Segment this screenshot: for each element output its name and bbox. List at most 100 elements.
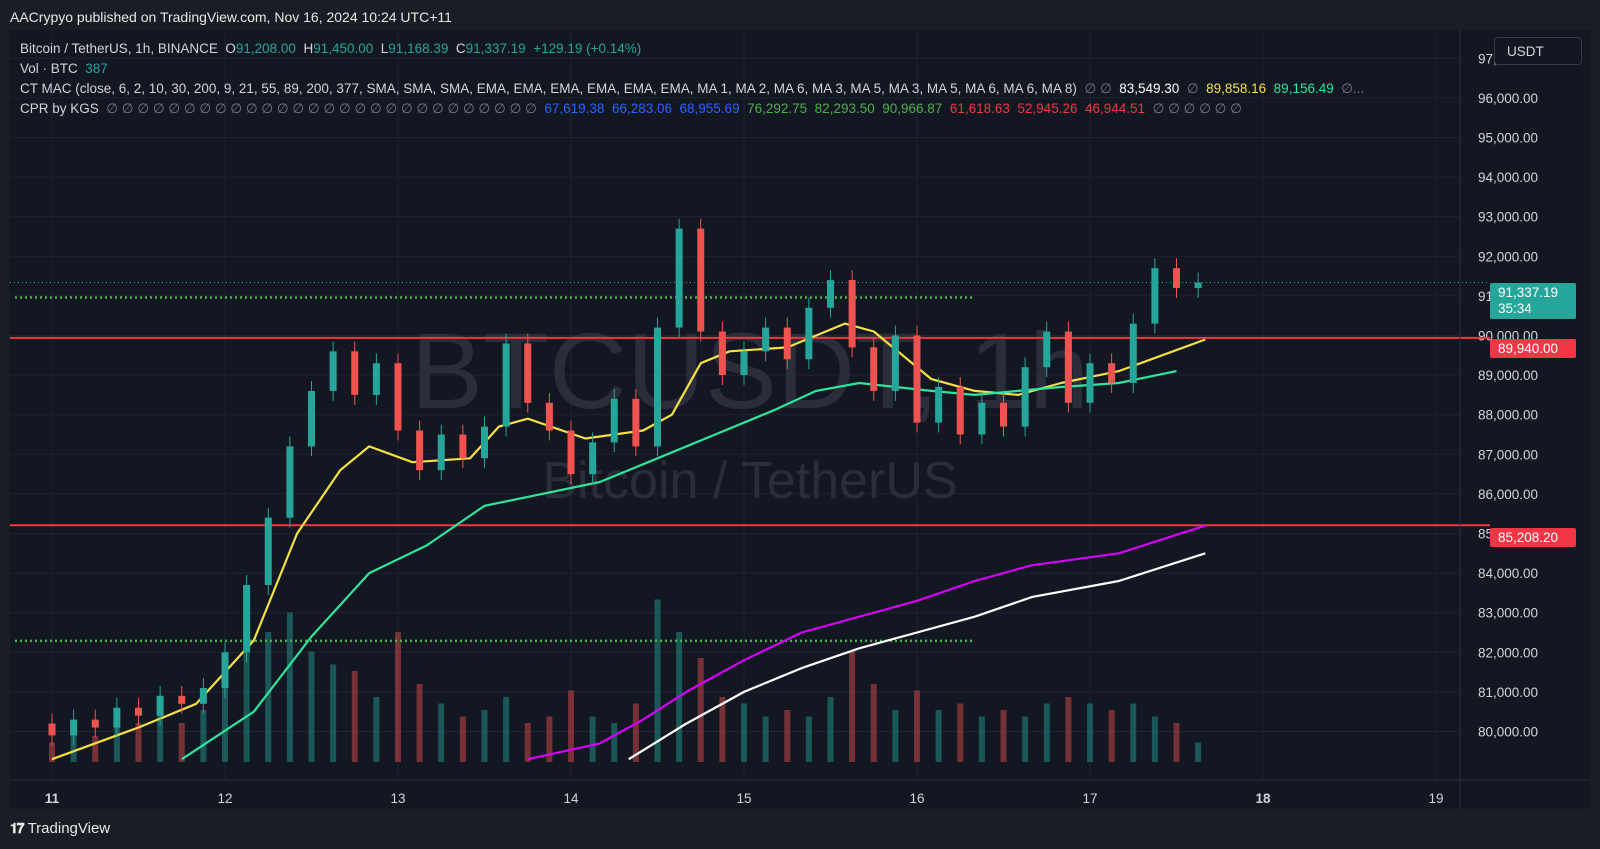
currency-button[interactable]: USDT bbox=[1494, 37, 1582, 65]
open-value: 91,208.00 bbox=[235, 41, 296, 56]
candle-body bbox=[567, 430, 575, 475]
volume-bar bbox=[92, 736, 99, 762]
volume-bar bbox=[589, 716, 596, 762]
candle bbox=[91, 709, 99, 738]
candle-body bbox=[740, 351, 748, 376]
ctmac-value-1: 83,549.30 bbox=[1119, 81, 1180, 96]
candle bbox=[1043, 321, 1051, 378]
candle-body bbox=[329, 351, 337, 391]
candle bbox=[178, 685, 186, 714]
candle-body bbox=[913, 335, 921, 423]
candle bbox=[697, 218, 705, 342]
symbol-legend[interactable]: Bitcoin / TetherUS, 1h, BINANCE O91,208.… bbox=[20, 41, 641, 56]
candle-body bbox=[286, 446, 294, 518]
candle bbox=[351, 341, 359, 405]
y-tick-label: 89,000.00 bbox=[1478, 368, 1538, 383]
candle-body bbox=[1151, 268, 1159, 324]
volume-bar bbox=[1173, 723, 1180, 762]
candle bbox=[1129, 313, 1137, 393]
candle-body bbox=[481, 426, 488, 459]
volume-bar bbox=[1043, 703, 1050, 762]
candle-body bbox=[372, 363, 380, 395]
moving-average-line bbox=[181, 370, 1177, 761]
y-tick-label: 86,000.00 bbox=[1478, 487, 1538, 502]
volume-bar bbox=[1195, 742, 1202, 762]
candle bbox=[437, 424, 445, 481]
volume-bar bbox=[351, 671, 358, 762]
volume-bar bbox=[373, 697, 380, 762]
candle bbox=[481, 416, 488, 469]
y-tick-label: 95,000.00 bbox=[1478, 131, 1538, 146]
volume-bar bbox=[935, 710, 942, 762]
candle bbox=[264, 507, 272, 595]
ctmac-na: ∅ ∅ bbox=[1084, 81, 1112, 96]
candle-body bbox=[394, 363, 402, 431]
volume-bar bbox=[395, 632, 401, 762]
candle bbox=[545, 392, 553, 441]
upper-line-tag: 89,940.00 bbox=[1490, 339, 1576, 358]
cpr-label[interactable]: CPR by KGS bbox=[20, 101, 99, 116]
volume-bar bbox=[719, 697, 726, 762]
candle bbox=[113, 697, 121, 738]
y-tick-label: 82,000.00 bbox=[1478, 645, 1538, 660]
candle-body bbox=[502, 343, 510, 427]
candle bbox=[783, 317, 791, 370]
open-key: O bbox=[225, 41, 236, 56]
volume-bar bbox=[805, 716, 812, 762]
cpr-legend[interactable]: CPR by KGS ∅ ∅ ∅ ∅ ∅ ∅ ∅ ∅ ∅ ∅ ∅ ∅ ∅ ∅ ∅… bbox=[20, 101, 1242, 117]
price-chart[interactable]: 11121314151617181997,000.0096,000.0095,0… bbox=[10, 30, 1590, 809]
candle bbox=[740, 341, 748, 385]
candle-body bbox=[654, 327, 661, 447]
volume-bar bbox=[870, 684, 877, 762]
volume-bar bbox=[849, 651, 856, 762]
candle bbox=[913, 325, 921, 433]
volume-bar bbox=[762, 716, 769, 762]
volume-bar bbox=[200, 710, 207, 762]
candle-body bbox=[632, 398, 640, 447]
volume-bar bbox=[892, 710, 899, 762]
ctmac-na-2: ∅ bbox=[1186, 81, 1199, 96]
volume-bar bbox=[546, 716, 553, 762]
volume-bar bbox=[524, 723, 531, 762]
candle bbox=[827, 270, 834, 318]
candle bbox=[199, 678, 207, 714]
candle bbox=[718, 321, 726, 385]
tradingview-footer[interactable]: 𝟏𝟕 TradingView bbox=[10, 820, 110, 837]
high-value: 91,450.00 bbox=[313, 41, 374, 56]
candle bbox=[675, 218, 683, 338]
volume-legend[interactable]: Vol · BTC 387 bbox=[20, 61, 108, 76]
cpr-red-2: 52,945.26 bbox=[1017, 101, 1078, 116]
volume-bar bbox=[113, 716, 120, 762]
volume-bar bbox=[481, 710, 488, 762]
last-price-tag: 91,337.19 35:34 bbox=[1490, 283, 1576, 319]
volume-bar bbox=[222, 677, 228, 762]
x-tick-label: 11 bbox=[45, 791, 60, 806]
ctmac-label[interactable]: CT MAC (close, 6, 2, 10, 30, 200, 9, 21,… bbox=[20, 81, 1077, 96]
volume-label[interactable]: Vol · BTC bbox=[20, 61, 78, 76]
candle-body bbox=[762, 327, 770, 352]
y-tick-label: 88,000.00 bbox=[1478, 408, 1538, 423]
bar-countdown: 35:34 bbox=[1498, 301, 1532, 316]
ctmac-legend[interactable]: CT MAC (close, 6, 2, 10, 30, 200, 9, 21,… bbox=[20, 81, 1364, 97]
volume-bar bbox=[784, 710, 791, 762]
volume-bar bbox=[70, 729, 77, 762]
candle bbox=[1086, 353, 1094, 413]
candle-body bbox=[891, 335, 899, 391]
low-key: L bbox=[380, 41, 389, 56]
cpr-tail: ∅ ∅ ∅ ∅ ∅ ∅ bbox=[1152, 101, 1242, 116]
watermark-name: Bitcoin / TetherUS bbox=[542, 452, 957, 510]
candle-body bbox=[805, 307, 813, 360]
symbol-name[interactable]: Bitcoin / TetherUS, 1h, BINANCE bbox=[20, 41, 218, 56]
y-tick-label: 94,000.00 bbox=[1478, 170, 1538, 185]
candle-body bbox=[199, 687, 207, 704]
candle-body bbox=[610, 398, 618, 443]
candle bbox=[762, 317, 770, 362]
candle-body bbox=[1108, 363, 1116, 384]
volume-bar bbox=[957, 703, 964, 762]
candle bbox=[459, 424, 467, 469]
volume-bar bbox=[135, 723, 142, 762]
chart-pane[interactable]: 11121314151617181997,000.0096,000.0095,0… bbox=[10, 30, 1590, 809]
candle bbox=[286, 436, 294, 528]
tradingview-brand: TradingView bbox=[27, 820, 111, 837]
volume-bar bbox=[611, 723, 618, 762]
